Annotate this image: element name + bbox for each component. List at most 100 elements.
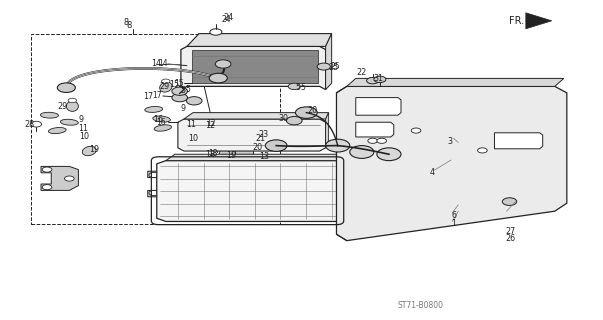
Ellipse shape bbox=[154, 125, 171, 131]
Text: 24: 24 bbox=[222, 15, 232, 24]
Circle shape bbox=[172, 93, 188, 102]
Polygon shape bbox=[326, 34, 332, 90]
Text: 26: 26 bbox=[505, 234, 516, 243]
Text: 8: 8 bbox=[124, 18, 128, 27]
Text: 13: 13 bbox=[259, 152, 270, 161]
Polygon shape bbox=[157, 161, 349, 221]
Text: 6: 6 bbox=[451, 211, 456, 220]
Text: 30: 30 bbox=[278, 114, 288, 123]
Text: 1: 1 bbox=[451, 219, 456, 228]
Polygon shape bbox=[187, 34, 332, 46]
Polygon shape bbox=[235, 146, 253, 171]
Ellipse shape bbox=[272, 133, 289, 140]
Polygon shape bbox=[526, 13, 552, 29]
Polygon shape bbox=[148, 171, 187, 197]
Circle shape bbox=[502, 198, 517, 205]
Circle shape bbox=[265, 140, 287, 151]
Text: 15: 15 bbox=[169, 80, 180, 89]
Circle shape bbox=[286, 116, 302, 125]
Text: 20: 20 bbox=[252, 143, 262, 152]
Circle shape bbox=[317, 63, 330, 70]
Ellipse shape bbox=[145, 107, 163, 112]
Circle shape bbox=[374, 76, 386, 83]
Circle shape bbox=[149, 190, 159, 196]
Circle shape bbox=[57, 83, 75, 92]
Polygon shape bbox=[178, 119, 326, 151]
Polygon shape bbox=[181, 46, 326, 90]
Ellipse shape bbox=[40, 112, 58, 118]
Text: 9: 9 bbox=[78, 115, 83, 124]
Circle shape bbox=[42, 167, 52, 172]
Text: 18: 18 bbox=[205, 150, 215, 159]
Bar bbox=[31, 34, 280, 224]
Polygon shape bbox=[41, 166, 78, 190]
Ellipse shape bbox=[48, 127, 66, 134]
Circle shape bbox=[350, 146, 374, 158]
Circle shape bbox=[186, 97, 202, 105]
Circle shape bbox=[295, 107, 317, 118]
Text: 12: 12 bbox=[206, 119, 216, 128]
Ellipse shape bbox=[66, 101, 78, 111]
Text: 20: 20 bbox=[308, 106, 318, 115]
Polygon shape bbox=[184, 113, 329, 119]
Circle shape bbox=[162, 79, 170, 84]
Circle shape bbox=[173, 181, 183, 187]
Text: 16: 16 bbox=[156, 118, 166, 127]
Polygon shape bbox=[356, 122, 394, 137]
Polygon shape bbox=[336, 86, 567, 241]
Polygon shape bbox=[166, 154, 347, 161]
Circle shape bbox=[368, 138, 377, 143]
Text: 21: 21 bbox=[255, 134, 265, 143]
Circle shape bbox=[172, 87, 188, 95]
Ellipse shape bbox=[153, 116, 171, 122]
Text: 4: 4 bbox=[429, 168, 434, 177]
Polygon shape bbox=[192, 50, 318, 83]
Text: 31: 31 bbox=[374, 74, 384, 83]
Text: 10: 10 bbox=[188, 134, 198, 143]
Text: 12: 12 bbox=[205, 121, 215, 130]
Text: 16: 16 bbox=[153, 116, 163, 124]
Text: 22: 22 bbox=[356, 68, 367, 77]
Text: 14: 14 bbox=[158, 60, 168, 68]
Text: 15: 15 bbox=[174, 79, 184, 88]
Circle shape bbox=[478, 148, 487, 153]
Text: 5: 5 bbox=[295, 83, 300, 92]
Circle shape bbox=[209, 73, 227, 83]
Text: 28: 28 bbox=[24, 120, 34, 129]
Polygon shape bbox=[338, 154, 347, 218]
Text: 29: 29 bbox=[160, 82, 170, 91]
Text: 10: 10 bbox=[80, 132, 90, 141]
Text: 8: 8 bbox=[127, 21, 132, 30]
Circle shape bbox=[65, 176, 74, 181]
Text: 11: 11 bbox=[78, 124, 89, 133]
Circle shape bbox=[210, 29, 222, 35]
Text: 27: 27 bbox=[505, 227, 516, 236]
Text: 24: 24 bbox=[223, 13, 233, 22]
Circle shape bbox=[377, 138, 387, 143]
Ellipse shape bbox=[82, 146, 96, 156]
Text: 29: 29 bbox=[57, 102, 68, 111]
Circle shape bbox=[68, 98, 77, 103]
Ellipse shape bbox=[219, 148, 233, 157]
Text: 5: 5 bbox=[181, 86, 186, 95]
Circle shape bbox=[377, 148, 401, 161]
Circle shape bbox=[149, 172, 159, 178]
Text: 19: 19 bbox=[89, 145, 99, 154]
Text: 5: 5 bbox=[185, 85, 190, 94]
Circle shape bbox=[411, 128, 421, 133]
Polygon shape bbox=[347, 78, 564, 86]
Text: 5: 5 bbox=[300, 83, 305, 92]
Ellipse shape bbox=[60, 119, 78, 125]
Text: 25: 25 bbox=[330, 62, 340, 71]
Polygon shape bbox=[356, 98, 401, 115]
Text: 17: 17 bbox=[144, 92, 154, 101]
Text: ST71-B0800: ST71-B0800 bbox=[398, 301, 444, 310]
Ellipse shape bbox=[160, 82, 172, 92]
Text: 3: 3 bbox=[447, 137, 452, 146]
Polygon shape bbox=[326, 113, 329, 148]
Polygon shape bbox=[494, 133, 543, 149]
Text: 18: 18 bbox=[208, 149, 218, 158]
Circle shape bbox=[326, 139, 350, 152]
Circle shape bbox=[367, 77, 379, 84]
Text: FR.: FR. bbox=[510, 16, 525, 26]
